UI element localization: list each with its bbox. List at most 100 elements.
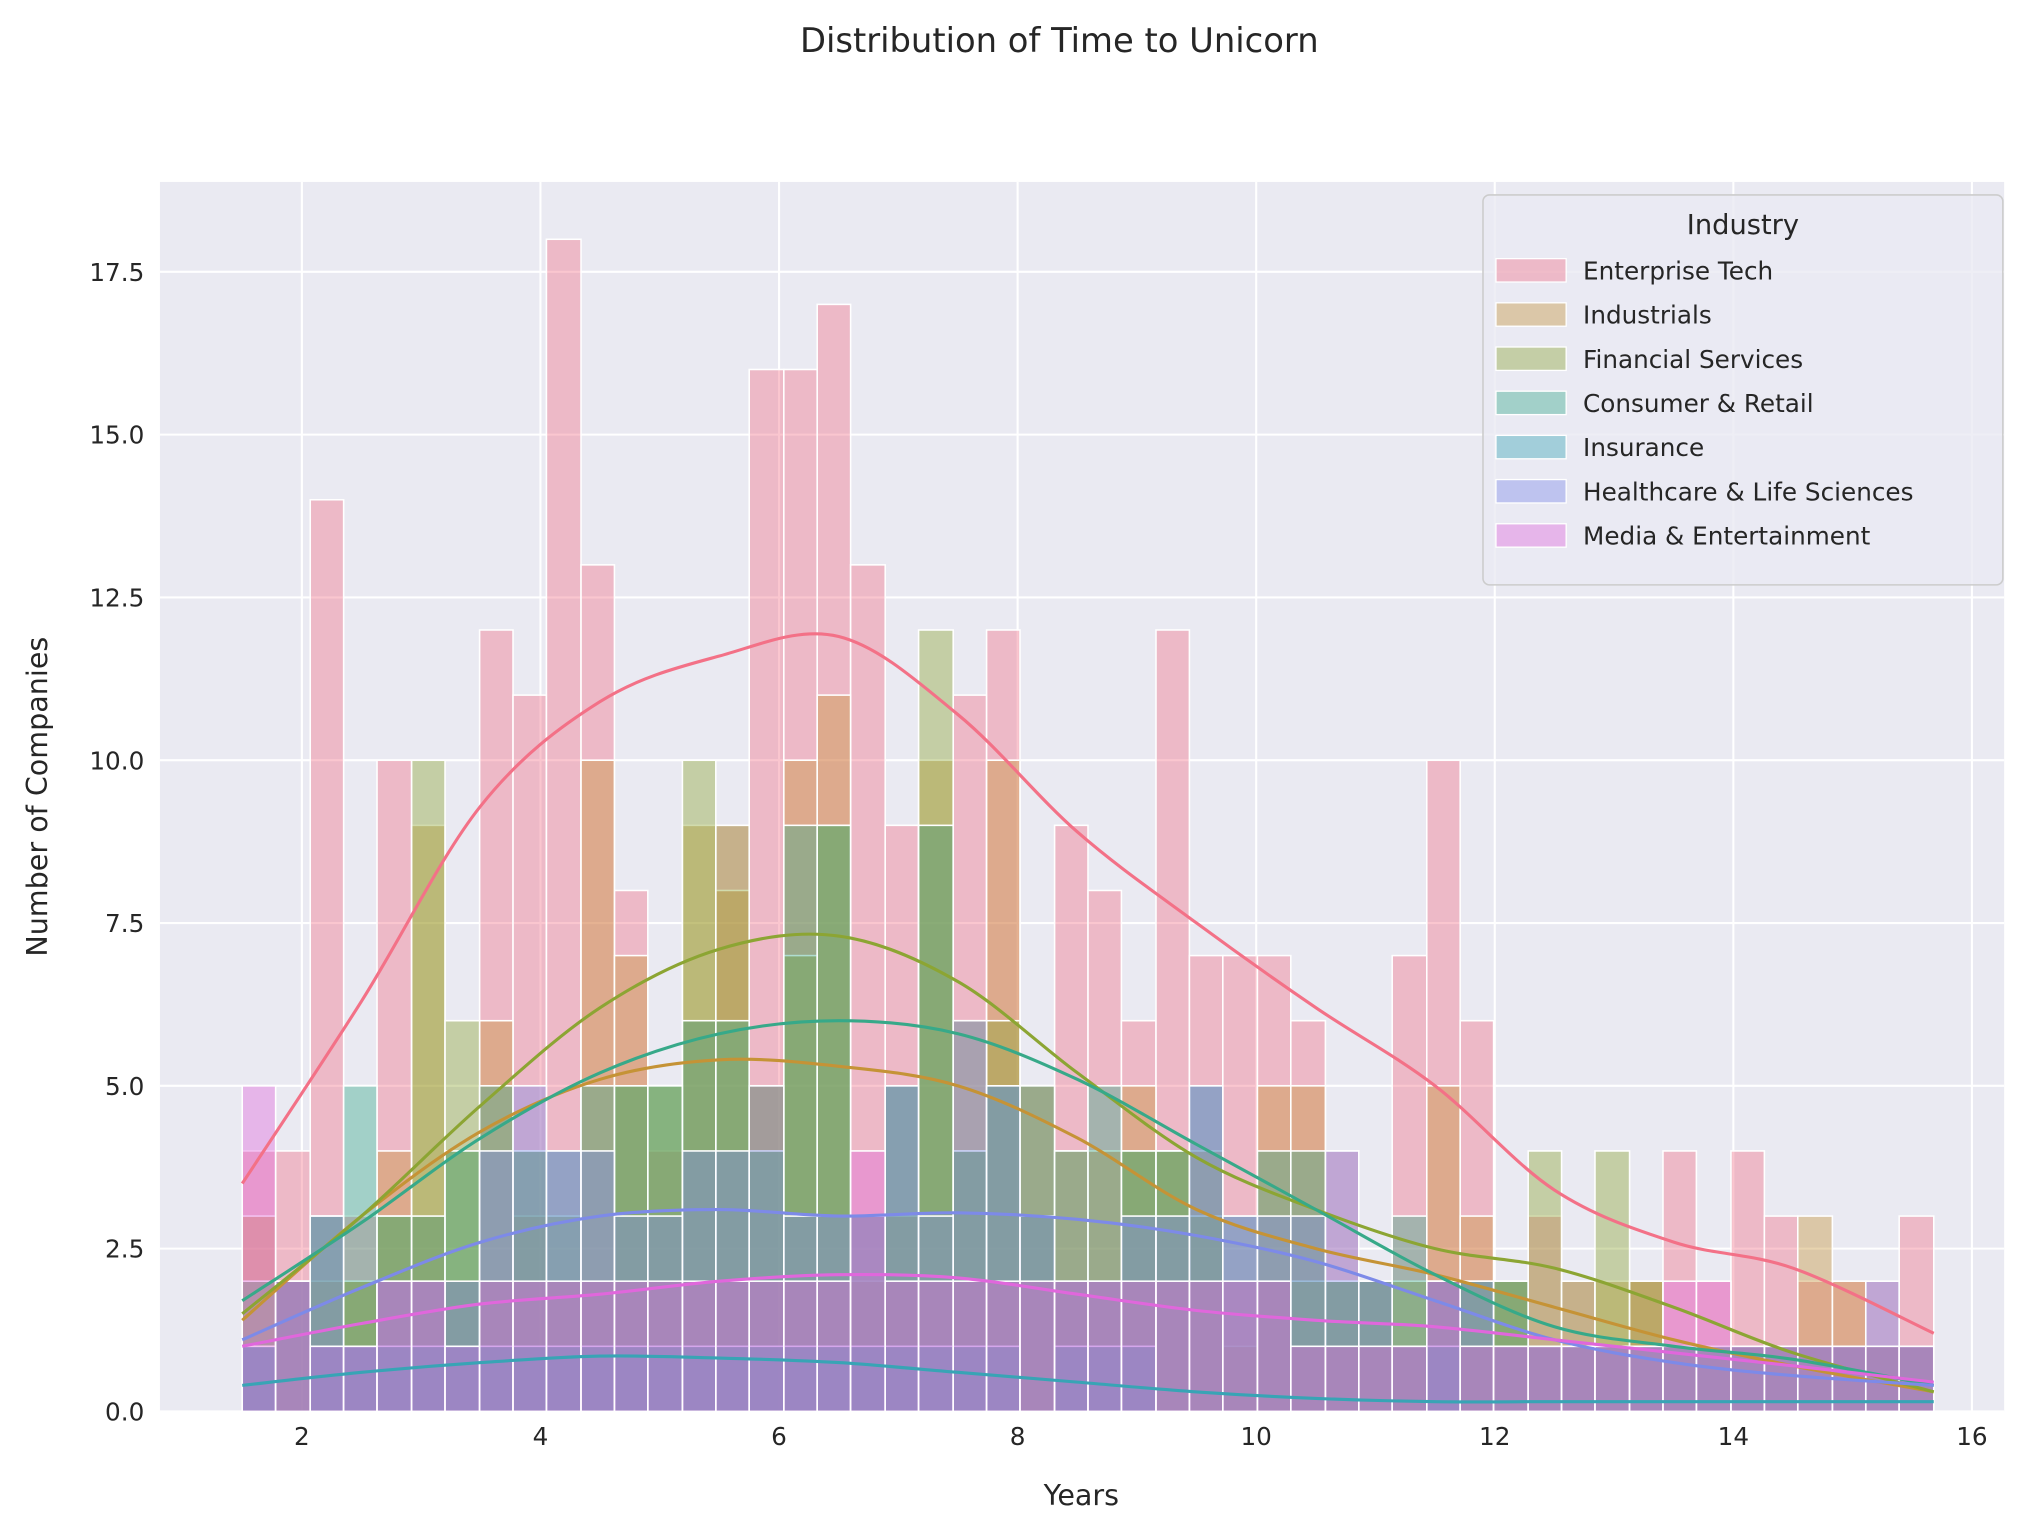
x-tick-label: 6: [771, 1422, 787, 1451]
bar: [342, 1085, 378, 1413]
bar: [1019, 1280, 1056, 1413]
bar: [342, 1345, 378, 1413]
bar: [1763, 1215, 1799, 1413]
bar: [241, 1085, 277, 1413]
bar: [1087, 1085, 1123, 1413]
bar: [816, 1280, 852, 1413]
bar: [1053, 824, 1089, 1413]
kde-line: [241, 1019, 1935, 1387]
x-tick-label: 14: [1718, 1422, 1749, 1451]
y-axis-label: Number of Companies: [20, 637, 54, 957]
legend-swatch: [1495, 478, 1567, 504]
kde-line: [241, 1057, 1935, 1394]
bar: [715, 824, 750, 1413]
bar: [478, 1085, 514, 1413]
x-tick-label: 4: [533, 1422, 549, 1451]
bar: [884, 1085, 920, 1413]
x-tick-label: 8: [1010, 1422, 1026, 1451]
y-tick-label: 0.0: [105, 1398, 144, 1427]
bar: [241, 1345, 277, 1413]
legend-swatch: [1495, 257, 1567, 283]
legend-label: Healthcare & Life Sciences: [1583, 477, 1913, 506]
bar: [545, 1215, 582, 1413]
bar: [274, 1280, 312, 1413]
y-tick-label: 5.0: [105, 1072, 144, 1101]
y-tick-label: 2.5: [105, 1235, 144, 1264]
bar: [816, 303, 852, 1413]
bar: [816, 824, 852, 1413]
bar: [1053, 1280, 1089, 1413]
legend-swatch: [1495, 346, 1567, 372]
kde-line: [242, 1354, 1934, 1404]
bar: [748, 1085, 785, 1413]
bar: [1324, 1345, 1360, 1413]
bar: [545, 1280, 582, 1413]
y-tick-label: 10.0: [89, 746, 144, 775]
bar: [748, 1280, 785, 1413]
legend-label: Enterprise Tech: [1583, 256, 1773, 285]
bar: [884, 1280, 920, 1413]
legend-label: Financial Services: [1583, 345, 1803, 374]
legend-swatch: [1495, 434, 1567, 460]
bar: [1188, 1085, 1224, 1413]
bar: [985, 1280, 1021, 1413]
bar: [1155, 1215, 1191, 1413]
y-tick-label: 17.5: [89, 258, 144, 287]
bar: [444, 1345, 481, 1413]
bar: [715, 1280, 750, 1413]
bar: [816, 824, 852, 1413]
y-tick-label: 12.5: [89, 584, 144, 613]
bar: [783, 1345, 818, 1413]
bar: [512, 1280, 548, 1413]
bar: [241, 1345, 277, 1413]
ticks: 2 4 6 8 10 12 14 16 0.0 2.5 5.0 7.5 10.0 12.5 15.0 17.5: [89, 258, 1987, 1451]
bar: [613, 1280, 649, 1413]
bar: [613, 1215, 649, 1413]
x-tick-label: 12: [1479, 1422, 1510, 1451]
bar: [783, 1280, 818, 1413]
bars: [241, 238, 1935, 1413]
bar: [1391, 954, 1428, 1413]
x-axis-label: Years: [1043, 1478, 1119, 1512]
bar: [1222, 1280, 1259, 1413]
legend-label: Consumer & Retail: [1583, 389, 1814, 418]
bar: [309, 1215, 345, 1413]
legend-box: [1482, 194, 2004, 586]
bar: [647, 1280, 684, 1413]
kde-line: [241, 1207, 1934, 1387]
bar: [884, 1085, 920, 1413]
bar: [816, 694, 852, 1413]
x-tick-label: 16: [1956, 1422, 1987, 1451]
legend-label: Insurance: [1583, 433, 1704, 462]
bar: [647, 1215, 684, 1413]
legend-label: Industrials: [1583, 301, 1712, 330]
x-tick-label: 10: [1240, 1422, 1271, 1451]
bar: [1087, 1345, 1123, 1413]
bar: [917, 1280, 954, 1413]
y-tick-label: 7.5: [105, 909, 144, 938]
bar: [478, 1345, 514, 1413]
bar: [849, 1150, 886, 1413]
bar: [1324, 1150, 1360, 1413]
legend: Industry Enterprise Tech Industrials Financ…: [1482, 194, 2004, 586]
kde-line: [241, 932, 1935, 1394]
legend-title: Industry: [1687, 210, 1799, 241]
legend-label: Media & Entertainment: [1583, 522, 1871, 551]
legend-swatch: [1495, 390, 1567, 416]
bar: [849, 1215, 886, 1413]
kde-lines: [240, 632, 1935, 1404]
bar: [917, 1345, 954, 1413]
x-tick-label: 2: [294, 1422, 310, 1451]
bar: [410, 1280, 446, 1413]
legend-swatch: [1495, 302, 1567, 327]
bar: [681, 1280, 717, 1413]
bar: [309, 1215, 345, 1413]
bar: [376, 1280, 413, 1413]
bar: [985, 1085, 1021, 1413]
kde-line: [240, 632, 1935, 1335]
bar: [376, 759, 413, 1413]
bar: [849, 1215, 886, 1413]
chart-title: Distribution of Time to Unicorn: [800, 21, 1319, 60]
